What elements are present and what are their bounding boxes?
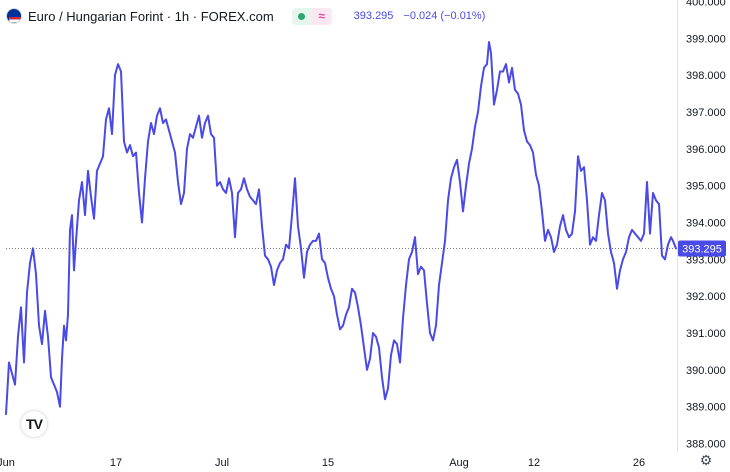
y-tick-label: 395.000 [686,181,726,193]
market-status-button[interactable] [291,7,312,25]
x-tick-label: 26 [633,457,645,469]
y-tick-label: 396.000 [686,144,726,156]
y-tick-label: 398.000 [686,70,726,82]
x-tick-label: Aug [449,457,469,469]
time-axis[interactable]: Jun 17 Jul 15 Aug 12 26 [0,457,645,469]
compare-icon[interactable]: ≈ [311,7,332,25]
x-tick-label: Jul [215,457,229,469]
y-tick-label: 393.000 [686,254,726,266]
gear-icon[interactable]: ⚙ [699,451,713,468]
price-label: 393.295 [682,243,722,255]
y-tick-label: 397.000 [686,107,726,119]
y-tick-label: 390.000 [686,365,726,377]
price-axis[interactable]: 388.000 389.000 390.000 391.000 392.000 393.0… [677,0,727,452]
price-series-line[interactable] [5,41,677,416]
symbol-header: Euro / Hungarian Forint · 1h · FOREX.com… [6,5,485,27]
x-tick-label: 12 [528,457,540,469]
y-tick-label: 394.000 [686,218,726,230]
plot-area [5,41,678,416]
tradingview-logo[interactable]: TV [21,411,47,437]
last-price: 393.295 [353,10,394,22]
symbol-title[interactable]: Euro / Hungarian Forint · 1h · FOREX.com [28,8,274,24]
market-open-dot-icon [298,12,306,20]
x-tick-label: 15 [322,457,334,469]
x-tick-label: 17 [110,457,122,469]
y-tick-label: 392.000 [686,291,726,303]
y-tick-label: 391.000 [686,328,726,340]
eur-huf-flag-icon [6,8,22,24]
status-group: ≈ [291,7,332,25]
y-tick-label: 389.000 [686,402,726,414]
price-label-box [678,240,726,257]
y-tick-label: 388.000 [686,439,726,451]
price-change: −0.024 (−0.01%) [403,10,486,22]
y-tick-label: 399.000 [686,33,726,45]
y-tick-label: 400.000 [686,0,726,8]
x-tick-label: Jun [0,457,15,469]
